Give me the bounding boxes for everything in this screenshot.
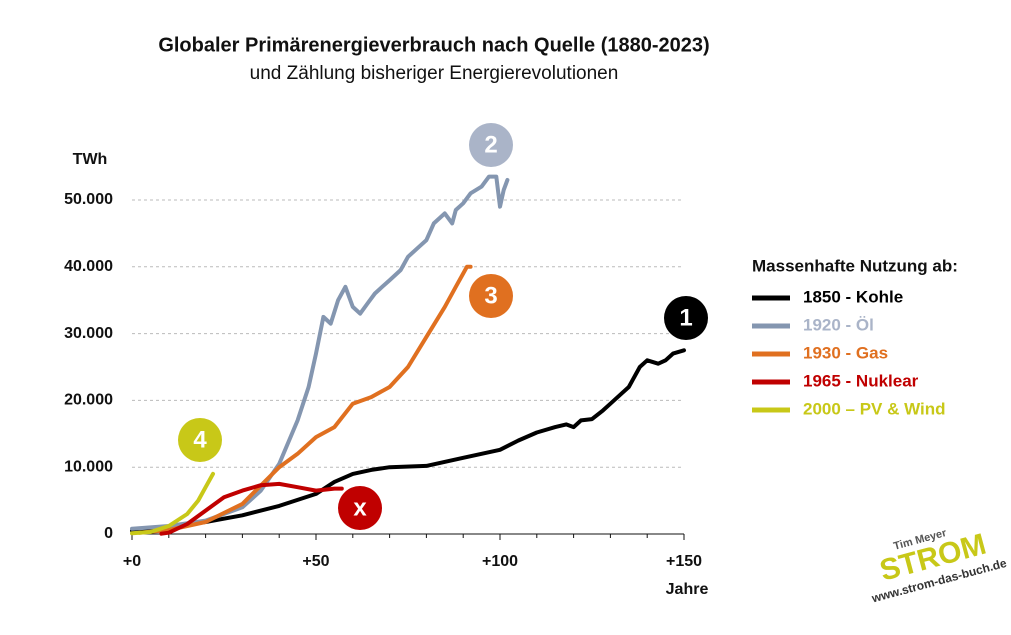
annotation-badge — [469, 123, 513, 167]
series-line — [137, 264, 473, 535]
legend-title: Massenhafte Nutzung ab: — [752, 256, 958, 275]
y-axis-label: TWh — [73, 151, 108, 168]
legend-label: 1965 - Nuklear — [803, 371, 919, 390]
y-tick-label: 0 — [104, 525, 113, 542]
annotation-label: 3 — [484, 282, 497, 309]
legend-label: 2000 – PV & Wind — [803, 399, 946, 418]
y-tick-label: 20.000 — [64, 392, 113, 409]
series-line — [130, 174, 510, 531]
y-tick-label: 40.000 — [64, 258, 113, 275]
annotation-label: 4 — [193, 426, 207, 453]
legend-label: 1920 - Öl — [803, 315, 874, 334]
annotation-badge — [338, 486, 382, 530]
y-tick-label: 30.000 — [64, 325, 113, 342]
series-line — [130, 471, 215, 536]
x-tick-label: +0 — [123, 553, 141, 570]
annotation-label: 2 — [484, 131, 497, 158]
x-axis-label: Jahre — [666, 581, 709, 598]
x-tick-label: +100 — [482, 553, 518, 570]
series-line — [159, 481, 344, 536]
annotation-label: 1 — [679, 304, 692, 331]
chart-title: Globaler Primärenergieverbrauch nach Que… — [158, 34, 709, 56]
annotation-badge — [664, 296, 708, 340]
legend-label: 1850 - Kohle — [803, 287, 903, 306]
annotation-badge — [469, 274, 513, 318]
legend-label: 1930 - Gas — [803, 343, 888, 362]
logo: Tim Meyer STROM www.strom-das-buch.de — [869, 527, 1008, 606]
y-tick-label: 10.000 — [64, 458, 113, 475]
series-line — [130, 348, 686, 533]
x-tick-label: +50 — [302, 553, 329, 570]
chart-subtitle: und Zählung bisheriger Energierevolution… — [250, 63, 619, 84]
x-tick-label: +150 — [666, 553, 702, 570]
annotation-label: x — [353, 494, 367, 521]
annotation-badge — [178, 418, 222, 462]
y-tick-label: 50.000 — [64, 191, 113, 208]
